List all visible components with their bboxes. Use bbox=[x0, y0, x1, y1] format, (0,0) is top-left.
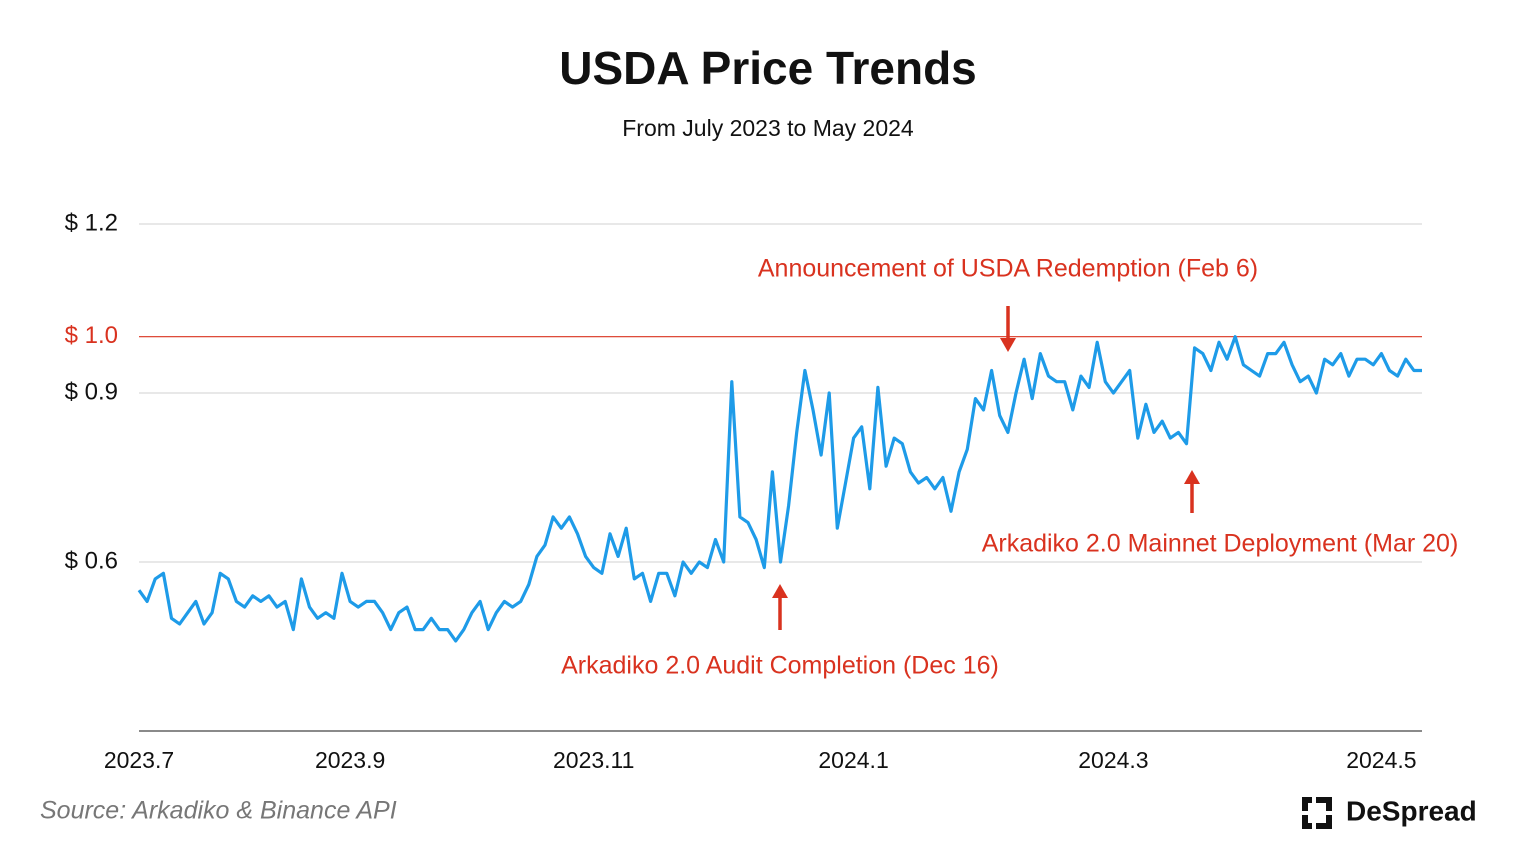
brand-icon bbox=[1302, 797, 1332, 829]
y-tick-label: $ 1.0 bbox=[65, 322, 118, 349]
source-note: Source: Arkadiko & Binance API bbox=[40, 797, 397, 825]
x-tick-label: 2023.9 bbox=[315, 747, 385, 773]
annotation: Arkadiko 2.0 Audit Completion (Dec 16) bbox=[561, 652, 999, 680]
annotation-arrowhead bbox=[1184, 470, 1200, 484]
chart-title: USDA Price Trends bbox=[559, 42, 977, 94]
x-tick-label: 2024.3 bbox=[1078, 747, 1148, 773]
annotation-arrowhead bbox=[1000, 338, 1016, 352]
annotation-arrowhead bbox=[772, 584, 788, 598]
y-tick-label: $ 1.2 bbox=[65, 209, 118, 236]
price-line bbox=[137, 335, 1422, 643]
x-tick-label: 2024.5 bbox=[1346, 747, 1416, 773]
annotation: Arkadiko 2.0 Mainnet Deployment (Mar 20) bbox=[982, 530, 1459, 558]
y-tick-label: $ 0.6 bbox=[65, 547, 118, 574]
annotation: Announcement of USDA Redemption (Feb 6) bbox=[758, 255, 1258, 283]
y-tick-label: $ 0.9 bbox=[65, 378, 118, 405]
x-tick-label: 2023.11 bbox=[553, 747, 634, 773]
brand-logo: DeSpread bbox=[1302, 795, 1477, 829]
x-tick-label: 2023.7 bbox=[104, 747, 174, 773]
x-tick-label: 2024.1 bbox=[818, 747, 888, 773]
brand-name: DeSpread bbox=[1346, 795, 1477, 826]
chart-subtitle: From July 2023 to May 2024 bbox=[622, 115, 914, 141]
